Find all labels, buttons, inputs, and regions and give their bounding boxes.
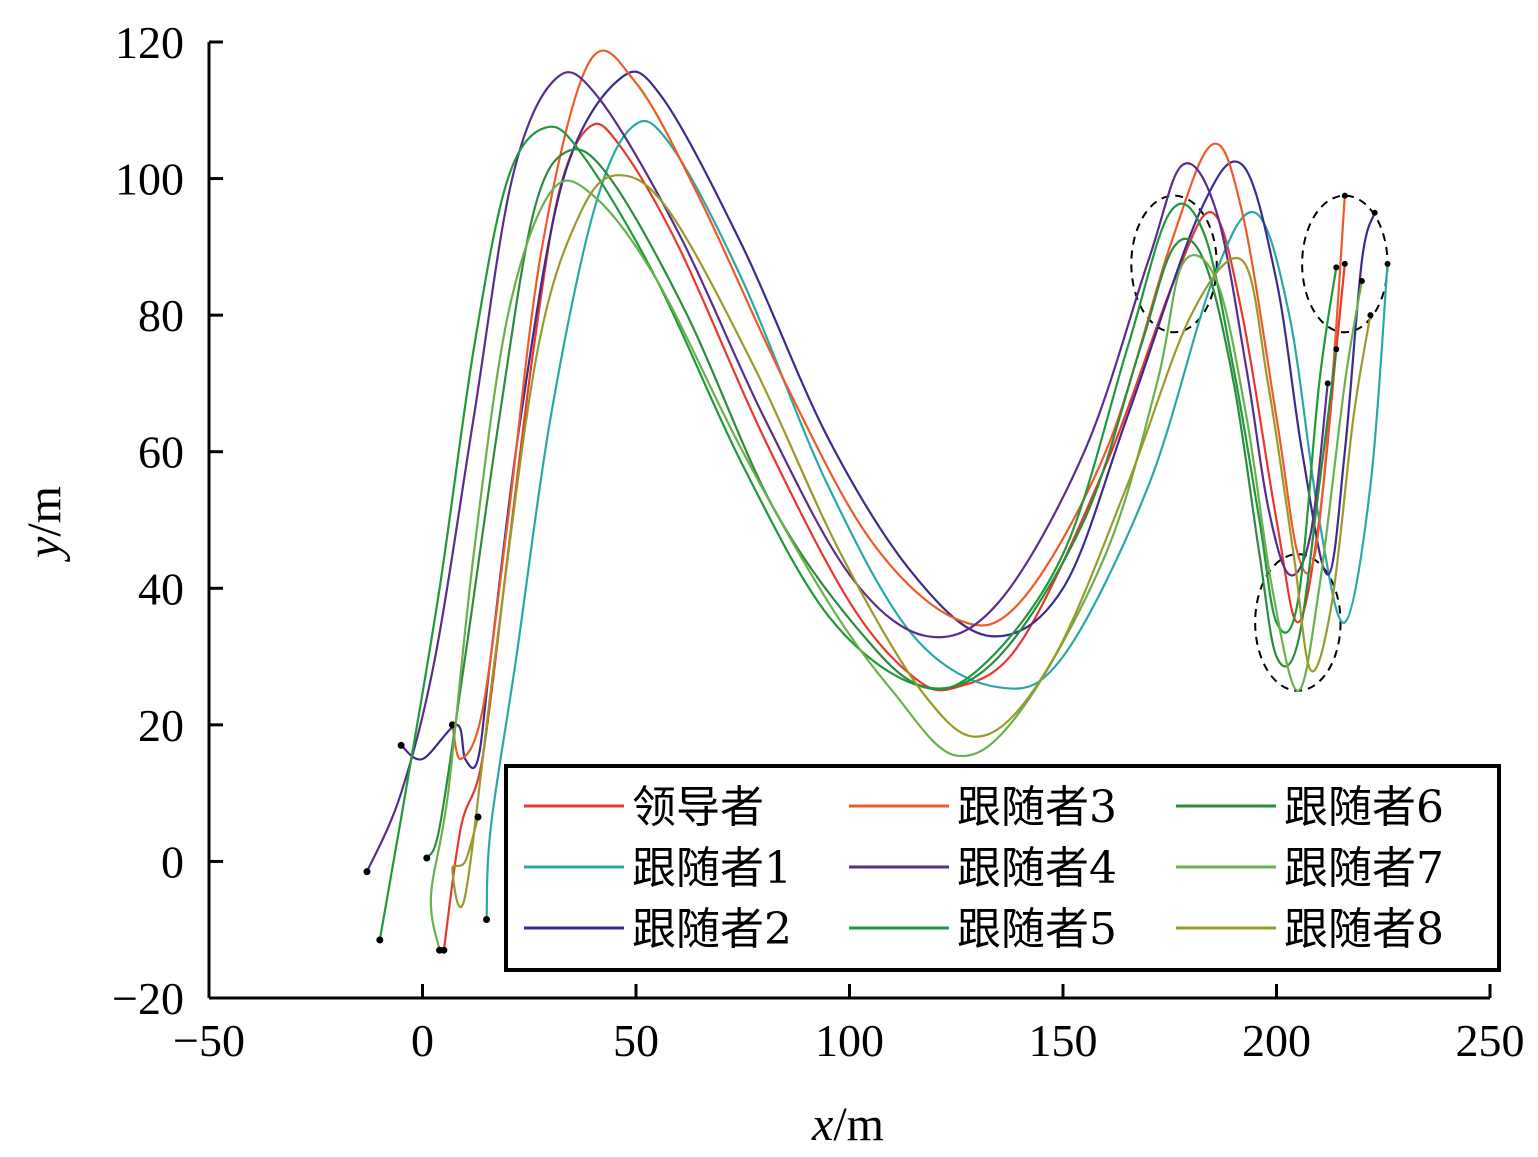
- series-line-0: [442, 122, 1346, 951]
- series-lines: [363, 49, 1391, 954]
- y-tick-label-2: 20: [138, 700, 184, 751]
- y-tick-label-6: 100: [115, 154, 184, 205]
- tick-labels: −50 0 50 100 150 200 250 −20 0 20 40 60 80 100 120: [112, 17, 1524, 1066]
- legend-label-8: 跟随者8: [1284, 904, 1444, 955]
- start-marker-1: [483, 915, 491, 923]
- x-tick-label-6: 250: [1456, 1015, 1525, 1066]
- end-marker-2: [1371, 209, 1378, 216]
- y-tick-label-4: 60: [138, 427, 184, 478]
- x-tick-label-2: 50: [613, 1015, 659, 1066]
- formation-circle-0: [1130, 194, 1218, 334]
- start-marker-8: [474, 813, 482, 821]
- series-line-6: [425, 148, 1338, 859]
- x-axis-label: x/m: [811, 1098, 884, 1151]
- legend-label-1: 跟随者1: [632, 843, 792, 894]
- legend-label-0: 领导者: [632, 782, 764, 833]
- series-line-4: [365, 71, 1329, 873]
- y-tick-label-1: 0: [161, 836, 184, 887]
- y-tick-label-5: 80: [138, 290, 184, 341]
- start-marker-2: [397, 741, 405, 749]
- series-line-7: [429, 179, 1363, 951]
- x-tick-label-3: 100: [815, 1015, 884, 1066]
- y-axis-label: y/m: [18, 486, 71, 563]
- end-marker-4: [1324, 380, 1331, 387]
- end-marker-5: [1333, 264, 1340, 271]
- x-tick-label-5: 200: [1242, 1015, 1311, 1066]
- start-marker-5: [376, 936, 384, 944]
- legend-label-7: 跟随者7: [1284, 843, 1444, 894]
- legend-label-5: 跟随者5: [957, 904, 1117, 955]
- x-tick-label-1: 0: [411, 1015, 434, 1066]
- y-axis-label-unit: /m: [18, 486, 71, 537]
- series-line-3: [451, 49, 1346, 761]
- start-marker-4: [363, 868, 371, 876]
- start-marker-6: [423, 854, 431, 862]
- x-tick-label-0: −50: [173, 1015, 245, 1066]
- y-tick-label-0: −20: [112, 973, 184, 1024]
- end-marker-0: [1341, 260, 1348, 267]
- legend-label-2: 跟随者2: [632, 904, 792, 955]
- end-marker-1: [1384, 260, 1391, 267]
- y-axis-label-var: y: [18, 536, 71, 563]
- series-line-8: [451, 174, 1372, 908]
- start-marker-7: [436, 946, 444, 954]
- end-marker-8: [1367, 312, 1374, 319]
- legend-label-6: 跟随者6: [1284, 782, 1444, 833]
- x-axis-label-var: x: [811, 1098, 833, 1151]
- legend-label-4: 跟随者4: [957, 843, 1117, 894]
- legend-box: [504, 764, 1501, 972]
- end-marker-3: [1341, 192, 1348, 199]
- y-tick-label-3: 40: [138, 563, 184, 614]
- end-marker-6: [1333, 346, 1340, 353]
- y-tick-label-7: 120: [115, 17, 184, 68]
- end-marker-7: [1358, 278, 1365, 284]
- x-tick-label-4: 150: [1029, 1015, 1098, 1066]
- x-axis-label-unit: /m: [833, 1098, 884, 1151]
- legend-label-3: 跟随者3: [957, 782, 1117, 833]
- axes: [207, 40, 1492, 1000]
